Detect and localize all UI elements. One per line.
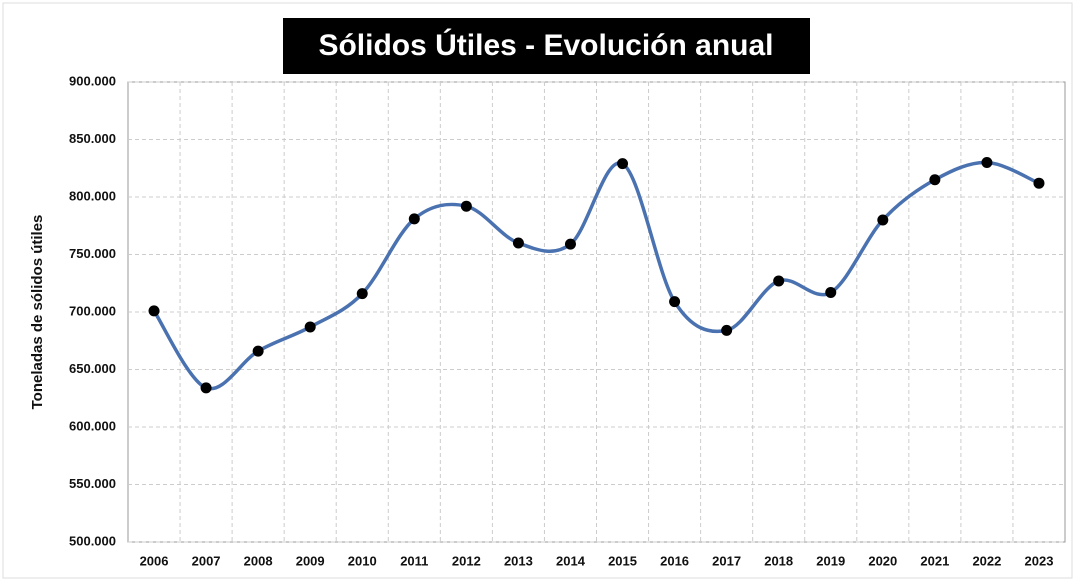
marker: [460, 200, 472, 212]
marker: [981, 157, 993, 168]
x-tick-label: 2020: [868, 553, 897, 568]
marker: [512, 237, 524, 249]
marker: [304, 321, 316, 333]
y-tick-label: 900.000: [69, 73, 116, 88]
x-tick-label: 2016: [660, 553, 689, 568]
x-tick-label: 2007: [192, 553, 221, 568]
marker: [721, 324, 733, 336]
title-box: [283, 18, 810, 74]
x-tick-label: 2013: [504, 553, 533, 568]
y-tick-label: 750.000: [69, 246, 116, 261]
marker: [617, 158, 629, 170]
marker: [252, 345, 264, 357]
y-tick-label: 600.000: [69, 418, 116, 433]
x-tick-label: 2014: [556, 553, 586, 568]
x-tick-label: 2011: [400, 553, 428, 568]
x-tick-label: 2010: [348, 553, 377, 568]
x-tick-label: 2006: [140, 553, 169, 568]
y-tick-label: 800.000: [69, 188, 116, 203]
x-tick-label: 2017: [712, 553, 741, 568]
marker: [669, 296, 681, 308]
x-tick-label: 2019: [816, 553, 845, 568]
y-tick-label: 550.000: [69, 476, 116, 491]
x-tick-label: 2022: [972, 553, 1001, 568]
x-tick-label: 2012: [452, 553, 481, 568]
marker: [825, 286, 837, 298]
y-tick-label: 850.000: [69, 131, 116, 146]
y-tick-label: 500.000: [69, 533, 116, 548]
marker: [356, 288, 368, 300]
chart-title: Sólidos Útiles - Evolución anual: [318, 28, 773, 62]
x-tick-label: 2015: [608, 553, 637, 568]
y-axis-label: Toneladas de sólidos útiles: [29, 215, 46, 410]
marker: [564, 238, 576, 250]
y-tick-label: 700.000: [69, 303, 116, 318]
x-tick-label: 2008: [244, 553, 273, 568]
x-tick-label: 2021: [920, 553, 949, 568]
marker: [773, 275, 785, 287]
marker: [877, 214, 889, 226]
y-tick-label: 650.000: [69, 361, 116, 376]
marker: [1033, 177, 1045, 189]
marker: [200, 382, 212, 394]
x-tick-label: 2018: [764, 553, 793, 568]
marker: [929, 174, 941, 186]
x-tick-label: 2023: [1025, 553, 1054, 568]
marker: [408, 213, 420, 225]
marker: [148, 305, 160, 317]
x-tick-label: 2009: [296, 553, 325, 568]
